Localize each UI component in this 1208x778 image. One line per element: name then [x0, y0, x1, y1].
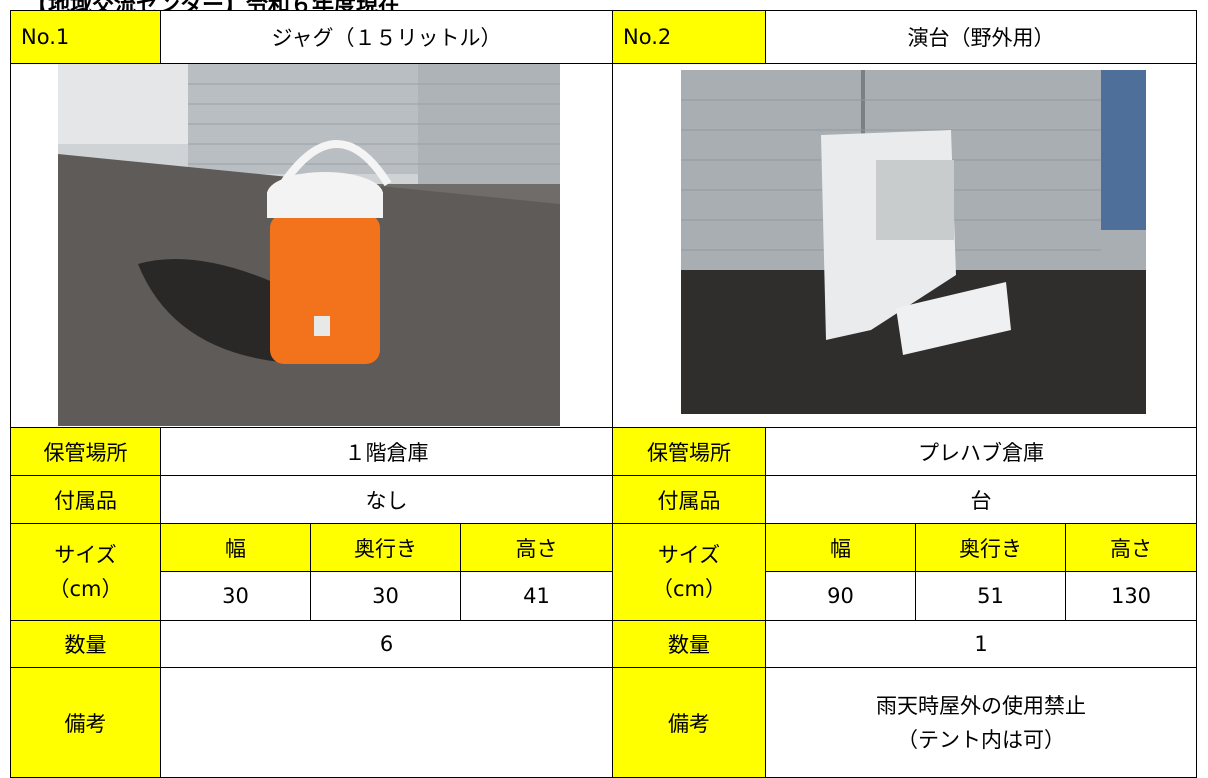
photo-stand — [681, 70, 1146, 414]
text-line: 雨天時屋外の使用禁止 — [876, 693, 1086, 718]
item-name: 演台（野外用） — [765, 10, 1197, 64]
notes-label: 備考 — [612, 667, 766, 778]
size-header: 奥行き — [915, 523, 1066, 572]
accessories-label: 付属品 — [612, 475, 766, 524]
text-line: サイズ — [657, 543, 721, 567]
quantity: 6 — [160, 620, 613, 668]
size-value: 30 — [310, 571, 461, 621]
quantity: 1 — [765, 620, 1197, 668]
size-value: 30 — [160, 571, 311, 621]
size-value: 130 — [1065, 571, 1197, 621]
size-header: 幅 — [160, 523, 311, 572]
storage-label: 保管場所 — [612, 427, 766, 476]
accessories: なし — [160, 475, 613, 524]
quantity-label: 数量 — [612, 620, 766, 668]
size-label: サイズ （cm） — [612, 523, 766, 621]
accessories: 台 — [765, 475, 1197, 524]
text-line: （cm） — [48, 577, 123, 601]
text-line: サイズ — [54, 543, 117, 567]
size-value: 90 — [765, 571, 916, 621]
storage: プレハブ倉庫 — [765, 427, 1197, 476]
storage-label: 保管場所 — [10, 427, 161, 476]
notes — [160, 667, 613, 778]
size-header: 高さ — [460, 523, 613, 572]
item-number: No.2 — [612, 10, 766, 64]
notes: 雨天時屋外の使用禁止 （テント内は可） — [765, 667, 1197, 778]
size-header: 奥行き — [310, 523, 461, 572]
accessories-label: 付属品 — [10, 475, 161, 524]
text-line: （cm） — [651, 577, 726, 601]
size-header: 幅 — [765, 523, 916, 572]
size-header: 高さ — [1065, 523, 1197, 572]
size-value: 41 — [460, 571, 613, 621]
quantity-label: 数量 — [10, 620, 161, 668]
item-name: ジャグ（１５リットル） — [160, 10, 613, 64]
storage: １階倉庫 — [160, 427, 613, 476]
text-line: （テント内は可） — [897, 727, 1065, 752]
photo-jug — [58, 64, 560, 426]
size-label: サイズ （cm） — [10, 523, 161, 621]
item-number: No.1 — [10, 10, 161, 64]
notes-label: 備考 — [10, 667, 161, 778]
size-value: 51 — [915, 571, 1066, 621]
